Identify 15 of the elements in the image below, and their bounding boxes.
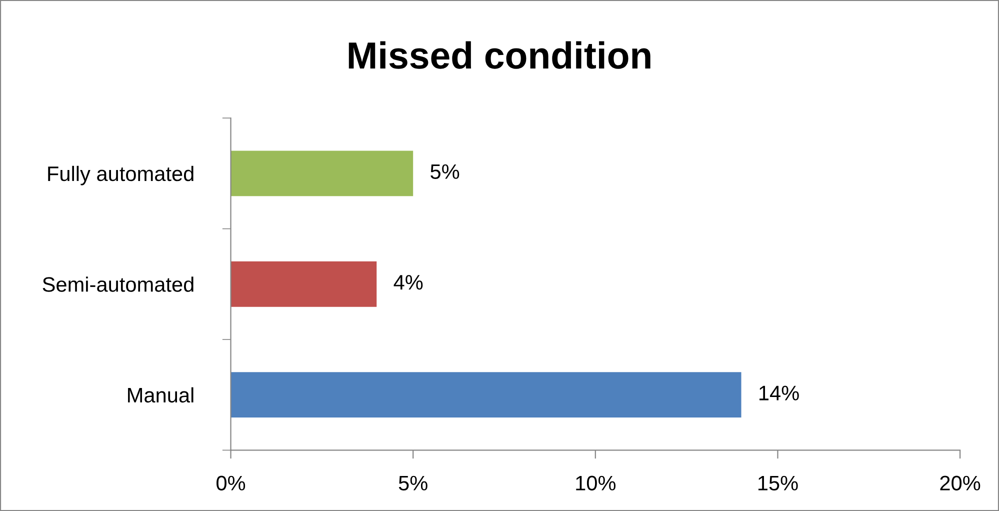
x-tick-label: 10% <box>576 476 616 490</box>
data-label: 4% <box>394 275 423 290</box>
y-tick-label: Fully automated <box>48 166 194 186</box>
data-label: 14% <box>760 386 799 400</box>
bar <box>230 261 377 307</box>
x-tick-label: 5% <box>398 476 428 490</box>
chart-title: Missed condition <box>348 41 650 69</box>
y-tick-label: Semi-automated <box>42 276 194 292</box>
x-tick-label: 20% <box>940 476 980 490</box>
y-tick-label: Manual <box>128 387 194 403</box>
x-tick-label: 15% <box>758 476 798 490</box>
data-label: 5% <box>430 164 460 179</box>
bar <box>230 372 742 418</box>
bar <box>230 150 414 196</box>
x-tick-label: 0% <box>216 476 246 490</box>
